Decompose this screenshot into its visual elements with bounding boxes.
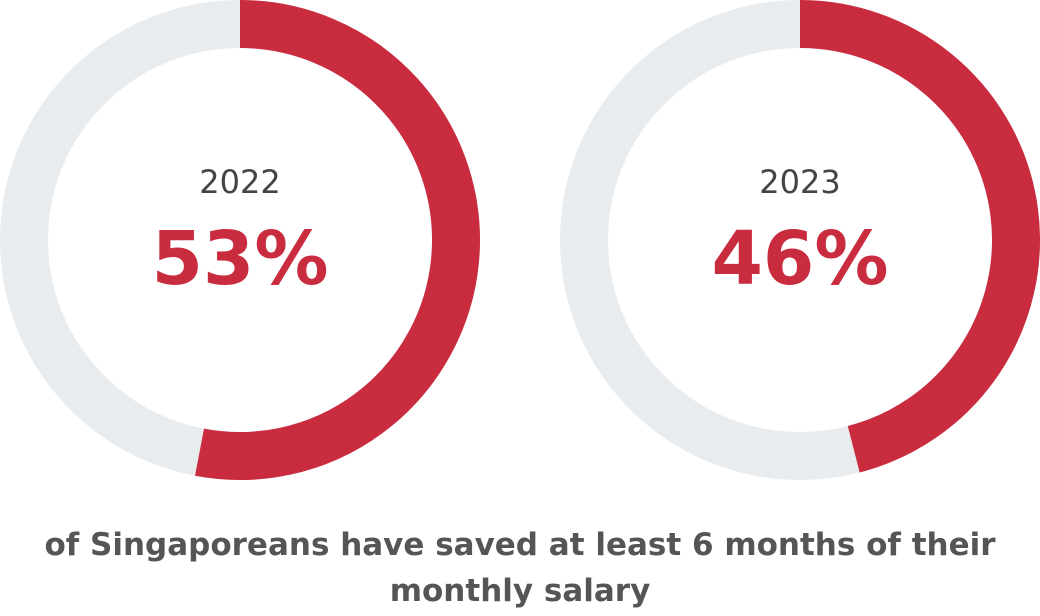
donut-arc <box>195 0 480 480</box>
value-label: 53% <box>151 216 328 302</box>
year-label: 2023 <box>759 163 840 201</box>
caption: of Singaporeans have saved at least 6 mo… <box>44 527 996 609</box>
charts: 53% 2022 46% 2023 <box>0 0 1040 480</box>
year-label: 2022 <box>199 163 280 201</box>
donut-arc <box>799 0 1040 473</box>
value-label: 46% <box>711 216 888 302</box>
